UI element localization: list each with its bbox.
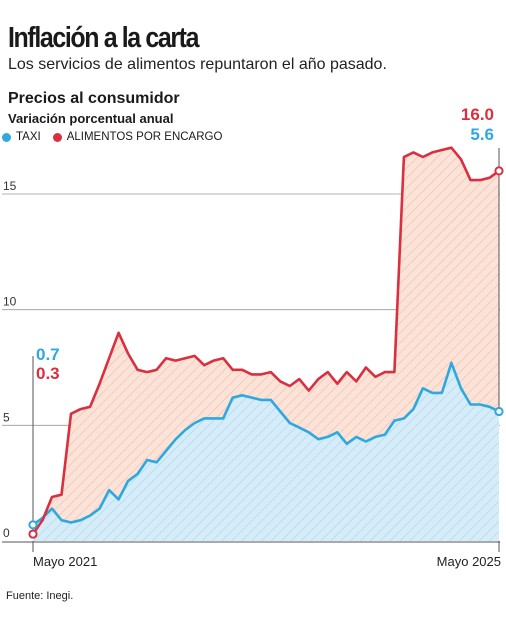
y-tick-label: 0	[3, 526, 10, 540]
page-title: Inflación a la carta	[8, 22, 199, 54]
source-note: Fuente: Inegi.	[6, 590, 74, 602]
y-tick-label: 5	[3, 410, 10, 424]
area-alimentos-hatch	[33, 147, 499, 535]
legend-label-taxi: TAXI	[16, 131, 41, 143]
line-chart: 0 5 10 15 0.7 0.3 16.0 5.6 Mayo 2021 Mayo 2…	[2, 105, 504, 569]
series-line-alimentos	[31, 146, 500, 535]
taxi-start-label: 0.7	[36, 345, 60, 364]
legend-item-alimentos: ALIMENTOS POR ENCARGO	[52, 131, 223, 143]
page-subtitle: Los servicios de alimentos repuntaron el…	[8, 56, 387, 73]
series-line-taxi	[32, 361, 500, 526]
x-tick-label-end: Mayo 2025	[437, 554, 501, 569]
marker-alimentos-start	[28, 529, 38, 539]
legend-dot-taxi	[2, 132, 11, 142]
alimentos-end-label: 16.0	[461, 105, 494, 124]
marker-alimentos-end	[494, 166, 504, 176]
x-tick-label-start: Mayo 2021	[33, 554, 97, 569]
taxi-end-label: 5.6	[470, 125, 494, 144]
chart-subheading: Variación porcentual anual	[8, 111, 174, 126]
y-tick-label: 10	[3, 295, 17, 309]
chart-legend: TAXI ALIMENTOS POR ENCARGO	[2, 131, 234, 143]
marker-layer	[28, 166, 504, 539]
alimentos-start-label: 0.3	[36, 364, 60, 383]
marker-taxi-start	[28, 520, 38, 530]
area-layer	[33, 147, 499, 541]
legend-label-alimentos: ALIMENTOS POR ENCARGO	[66, 131, 223, 143]
legend-dot-alimentos	[52, 132, 62, 142]
legend-item-taxi: TAXI	[2, 131, 41, 143]
label-layer: 0.7 0.3 16.0 5.6 Mayo 2021 Mayo 2025	[33, 105, 501, 569]
marker-taxi-end	[494, 406, 504, 417]
chart-heading: Precios al consumidor	[8, 90, 180, 107]
line-layer	[31, 146, 500, 535]
y-tick-label: 15	[3, 179, 17, 193]
area-taxi-hatch	[33, 362, 499, 541]
